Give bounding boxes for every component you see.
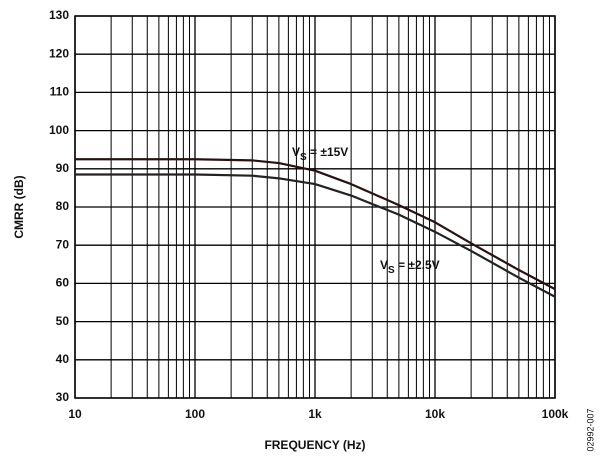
x-axis-label: FREQUENCY (Hz) xyxy=(264,438,365,452)
y-tick-label: 120 xyxy=(49,46,69,60)
annotation: VS = ±2.5V xyxy=(380,258,440,275)
y-tick-label: 110 xyxy=(50,85,70,99)
x-tick-label: 100k xyxy=(542,407,569,421)
series-line xyxy=(75,173,556,298)
annotation-subscript: S xyxy=(300,152,307,163)
x-tick-label: 10k xyxy=(425,407,445,421)
y-tick-label: 50 xyxy=(56,314,70,328)
y-tick-label: 30 xyxy=(56,390,70,404)
y-tick-label: 130 xyxy=(49,8,69,22)
series-line xyxy=(75,158,556,291)
annotation-rest: = ±15V xyxy=(307,145,349,159)
y-tick-label: 70 xyxy=(56,237,70,251)
figure-id: 02992-007 xyxy=(585,408,595,451)
y-tick-label: 100 xyxy=(49,123,69,137)
annotation-text: V xyxy=(292,145,300,159)
y-axis-label: CMRR (dB) xyxy=(12,175,26,238)
y-tick-label: 90 xyxy=(56,161,70,175)
annotation-rest: = ±2.5V xyxy=(395,258,440,272)
plot-frame xyxy=(74,15,556,399)
y-tick-label: 40 xyxy=(56,352,70,366)
annotation: VS = ±15V xyxy=(292,145,348,162)
annotation-text: V xyxy=(380,258,388,272)
x-tick-label: 100 xyxy=(185,407,205,421)
y-tick-label: 60 xyxy=(56,276,70,290)
annotation-subscript: S xyxy=(388,265,395,276)
y-tick-label: 80 xyxy=(56,199,70,213)
x-tick-label: 1k xyxy=(308,407,322,421)
x-tick-label: 10 xyxy=(68,407,82,421)
